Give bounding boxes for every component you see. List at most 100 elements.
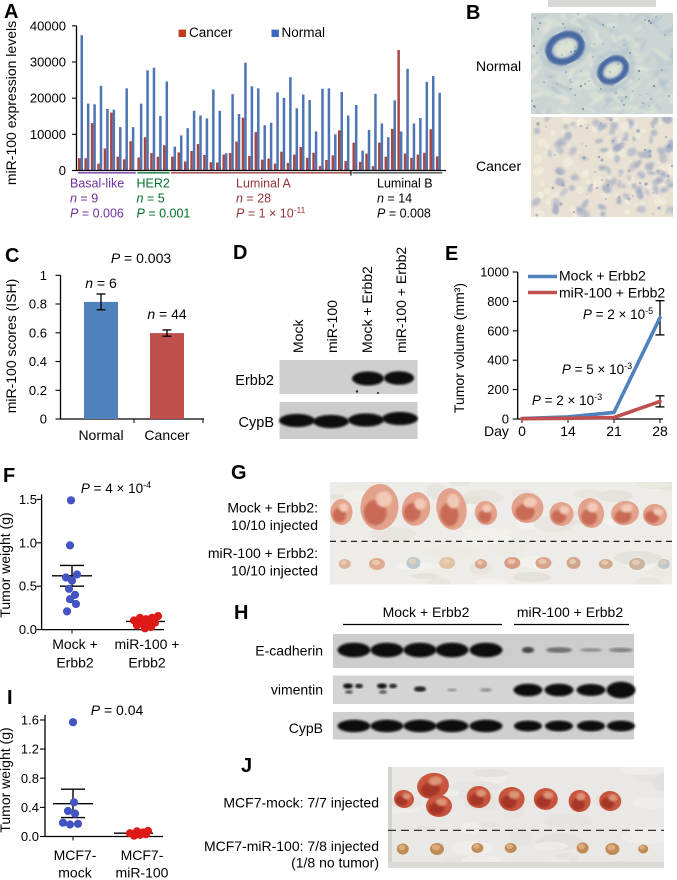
- svg-text:MCF7-mock: 7/7 injected: MCF7-mock: 7/7 injected: [223, 795, 379, 811]
- svg-text:miR-100 + Erbb2: miR-100 + Erbb2: [559, 285, 665, 301]
- svg-text:Mock + Erbb2: Mock + Erbb2: [559, 268, 646, 284]
- svg-text:miR-100 + Erbb2: miR-100 + Erbb2: [393, 247, 409, 353]
- svg-text:n = 28: n = 28: [236, 192, 271, 206]
- svg-text:H: H: [234, 602, 248, 624]
- svg-text:MCF7-miR-100: 7/8 injected: MCF7-miR-100: 7/8 injected: [204, 838, 379, 854]
- svg-text:MCF7-: MCF7-: [54, 847, 97, 863]
- svg-text:Cancer: Cancer: [476, 158, 521, 174]
- svg-text:n = 14: n = 14: [377, 192, 412, 206]
- svg-text:Cancer: Cancer: [189, 25, 233, 40]
- svg-text:Mock + Erbb2: Mock + Erbb2: [359, 266, 375, 353]
- svg-text:1000: 1000: [480, 265, 509, 280]
- svg-text:P = 2 × 10-5: P = 2 × 10-5: [583, 306, 653, 322]
- svg-text:21: 21: [606, 423, 622, 439]
- svg-text:P = 2 × 10-3: P = 2 × 10-3: [532, 392, 602, 408]
- svg-text:C: C: [5, 245, 19, 267]
- svg-text:Mock +: Mock +: [52, 636, 98, 652]
- svg-text:n = 44: n = 44: [147, 306, 187, 322]
- svg-text:mock: mock: [58, 865, 92, 880]
- svg-text:0.5: 0.5: [19, 579, 37, 594]
- svg-text:Tumor weight (g): Tumor weight (g): [0, 727, 13, 832]
- svg-text:Mock: Mock: [290, 319, 306, 353]
- svg-text:Day: Day: [484, 423, 509, 439]
- svg-text:Mock + Erbb2: Mock + Erbb2: [383, 604, 470, 620]
- svg-text:CypB: CypB: [239, 415, 274, 431]
- svg-text:400: 400: [487, 353, 509, 368]
- svg-text:10000: 10000: [30, 127, 66, 142]
- svg-text:P = 0.008: P = 0.008: [377, 207, 431, 221]
- svg-text:Erbb2: Erbb2: [128, 655, 166, 671]
- svg-text:Luminal A: Luminal A: [236, 177, 292, 191]
- svg-text:P = 0.04: P = 0.04: [91, 702, 144, 718]
- svg-text:10/10 injected: 10/10 injected: [231, 517, 318, 533]
- svg-text:0: 0: [40, 412, 47, 427]
- svg-text:Normal: Normal: [282, 25, 326, 40]
- svg-text:n = 5: n = 5: [137, 192, 165, 206]
- svg-text:0: 0: [502, 412, 509, 427]
- svg-text:miR-100: miR-100: [116, 865, 169, 880]
- svg-text:E-cadherin: E-cadherin: [255, 643, 323, 659]
- svg-text:(1/8 no tumor): (1/8 no tumor): [291, 855, 379, 871]
- svg-text:1.2: 1.2: [21, 742, 39, 757]
- svg-text:1.6: 1.6: [21, 713, 39, 728]
- svg-text:1: 1: [40, 268, 47, 283]
- svg-text:miR-100 expression levels: miR-100 expression levels: [3, 21, 19, 185]
- svg-text:E: E: [445, 243, 458, 265]
- svg-text:200: 200: [487, 382, 509, 397]
- svg-text:0.2: 0.2: [29, 383, 47, 398]
- svg-text:40000: 40000: [30, 18, 66, 33]
- svg-text:Cancer: Cancer: [144, 427, 189, 443]
- svg-text:0.4: 0.4: [21, 800, 39, 815]
- svg-text:B: B: [466, 2, 480, 24]
- svg-text:P = 0.006: P = 0.006: [70, 207, 124, 221]
- svg-text:D: D: [233, 242, 247, 264]
- svg-text:miR-100 + Erbb2:: miR-100 + Erbb2:: [208, 545, 318, 561]
- svg-text:Erbb2: Erbb2: [235, 373, 274, 389]
- svg-text:Basal-like: Basal-like: [70, 177, 124, 191]
- svg-text:600: 600: [487, 323, 509, 338]
- svg-text:0: 0: [518, 423, 526, 439]
- svg-text:0.0: 0.0: [21, 829, 39, 844]
- svg-text:J: J: [241, 755, 252, 777]
- svg-text:Normal: Normal: [78, 427, 123, 443]
- svg-text:Erbb2: Erbb2: [56, 655, 94, 671]
- svg-text:vimentin: vimentin: [271, 682, 323, 698]
- svg-text:10/10 injected: 10/10 injected: [231, 563, 318, 579]
- svg-text:A: A: [4, 1, 18, 23]
- svg-text:F: F: [3, 465, 15, 487]
- svg-text:0.8: 0.8: [21, 771, 39, 786]
- svg-text:28: 28: [652, 423, 668, 439]
- svg-text:P = 1 × 10-11: P = 1 × 10-11: [236, 205, 306, 221]
- svg-text:miR-100 + Erbb2: miR-100 + Erbb2: [517, 604, 623, 620]
- svg-text:HER2: HER2: [137, 177, 170, 191]
- svg-text:miR-100: miR-100: [324, 300, 340, 353]
- svg-text:0: 0: [59, 163, 66, 178]
- svg-text:P = 5 × 10-3: P = 5 × 10-3: [562, 361, 632, 377]
- svg-text:800: 800: [487, 294, 509, 309]
- svg-text:20000: 20000: [30, 91, 66, 106]
- svg-text:0.8: 0.8: [29, 297, 47, 312]
- svg-text:Luminal B: Luminal B: [377, 177, 433, 191]
- svg-text:0.4: 0.4: [29, 354, 47, 369]
- svg-text:1.5: 1.5: [19, 492, 37, 507]
- svg-text:miR-100 +: miR-100 +: [115, 636, 180, 652]
- svg-text:P = 0.001: P = 0.001: [137, 207, 191, 221]
- svg-text:0.0: 0.0: [19, 622, 37, 637]
- svg-text:I: I: [7, 687, 13, 709]
- svg-text:14: 14: [560, 423, 576, 439]
- svg-text:0.6: 0.6: [29, 325, 47, 340]
- svg-text:Tumor volume (mm³): Tumor volume (mm³): [451, 283, 467, 413]
- svg-text:G: G: [231, 462, 247, 484]
- svg-text:CypB: CypB: [289, 720, 323, 736]
- svg-text:P = 4 × 10-4: P = 4 × 10-4: [81, 480, 151, 496]
- svg-text:MCF7-: MCF7-: [121, 847, 164, 863]
- svg-text:Mock + Erbb2:: Mock + Erbb2:: [227, 500, 318, 516]
- svg-text:Tumor weight (g): Tumor weight (g): [0, 512, 13, 617]
- svg-text:n = 9: n = 9: [70, 192, 98, 206]
- svg-text:n = 6: n = 6: [85, 275, 117, 291]
- svg-text:miR-100 scores (ISH): miR-100 scores (ISH): [3, 279, 19, 414]
- svg-text:Normal: Normal: [476, 58, 521, 74]
- svg-text:1.0: 1.0: [19, 535, 37, 550]
- svg-text:P = 0.003: P = 0.003: [111, 250, 172, 266]
- svg-text:30000: 30000: [30, 54, 66, 69]
